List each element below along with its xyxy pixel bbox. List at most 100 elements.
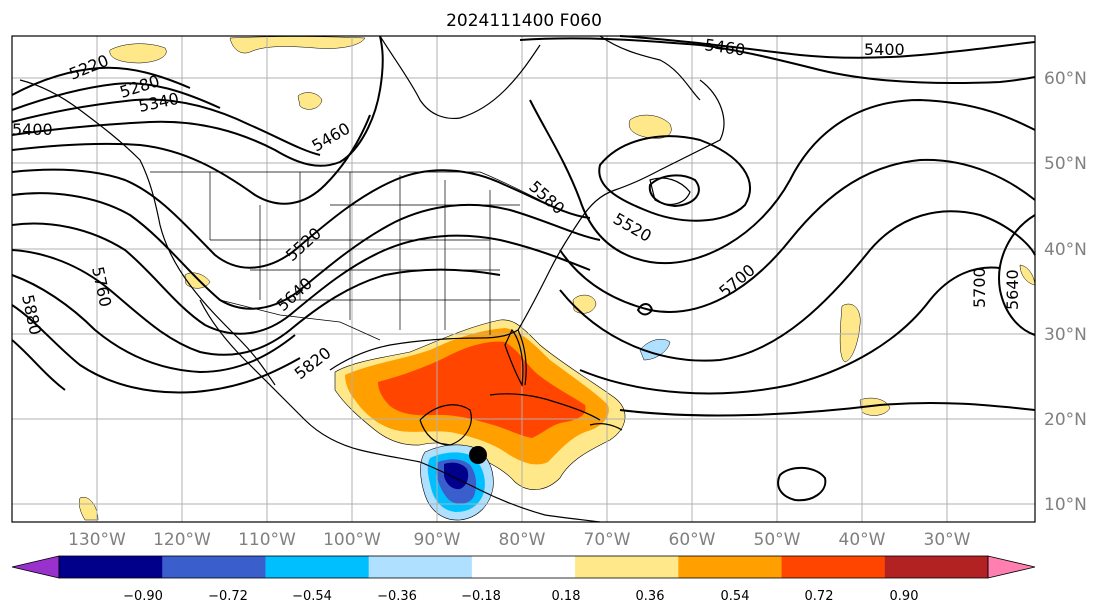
contour-5400-west xyxy=(11,35,384,167)
contour-5700 xyxy=(11,249,501,356)
colorbar-tick: −0.36 xyxy=(377,589,417,604)
colorbar-segment xyxy=(471,556,576,578)
coastline-mexico xyxy=(199,299,421,463)
storm-center-marker xyxy=(469,446,487,464)
contour-5520 xyxy=(11,168,591,269)
colorbar-extend-min xyxy=(11,555,60,579)
contour-5220 xyxy=(11,66,191,96)
contour-5340 xyxy=(11,98,321,156)
state-borders xyxy=(209,172,520,335)
lon-label: 80°W xyxy=(499,530,546,550)
lon-label: 110°W xyxy=(238,530,296,550)
lat-label: 50°N xyxy=(1044,154,1087,174)
border-us-canada xyxy=(150,171,541,201)
contour-small-closed xyxy=(636,303,654,316)
map-panel: 5220 5280 5340 5400 5460 5460 5400 5520 … xyxy=(11,35,1036,523)
border-us-mexico xyxy=(219,299,381,341)
lat-label: 30°N xyxy=(1044,325,1087,345)
lon-label: 70°W xyxy=(584,530,631,550)
longitude-labels: 130°W 120°W 110°W 100°W 90°W 80°W 70°W 6… xyxy=(68,530,971,550)
positive-patch xyxy=(572,294,597,314)
colorbar-segment xyxy=(575,556,679,578)
colorbar-segment xyxy=(59,556,163,578)
colorbar: −0.90 −0.72 −0.54 −0.36 −0.18 0.18 0.36 … xyxy=(11,555,1036,604)
coastline-gulf xyxy=(329,329,527,386)
colorbar-tick: 0.72 xyxy=(805,589,834,604)
colorbar-outline xyxy=(58,555,989,579)
contour-low-inner xyxy=(648,174,700,208)
lon-label: 40°W xyxy=(839,530,886,550)
contour-5280 xyxy=(11,82,221,111)
coastline-yucatan xyxy=(419,404,472,446)
shaded-fields xyxy=(78,36,1036,521)
figure-title: 2024111400 F060 xyxy=(446,11,602,31)
contour-closed-high xyxy=(777,466,827,502)
map-frame xyxy=(11,35,1036,523)
lat-label: 60°N xyxy=(1044,69,1087,89)
latitude-labels: 60°N 50°N 40°N 30°N 20°N 10°N xyxy=(1044,69,1087,515)
coastline-central-america xyxy=(419,461,601,523)
colorbar-tick: −0.18 xyxy=(461,589,501,604)
coastline-greenland xyxy=(599,35,701,101)
contour-label: 5640 xyxy=(1003,269,1022,310)
contour-5580 xyxy=(11,192,601,310)
colorbar-tick: 0.54 xyxy=(721,589,750,604)
lon-label: 130°W xyxy=(68,530,126,550)
lat-label: 20°N xyxy=(1044,410,1087,430)
colorbar-segment xyxy=(781,556,886,578)
colorbar-tick: −0.90 xyxy=(123,589,163,604)
coastlines xyxy=(19,35,725,523)
coastline-north xyxy=(379,35,541,120)
coastline-hispaniola xyxy=(589,423,623,431)
lon-label: 120°W xyxy=(153,530,211,550)
positive-patch xyxy=(297,92,323,110)
coastline-cuba xyxy=(489,393,601,421)
colorbar-segment xyxy=(368,556,473,578)
colorbar-segment xyxy=(884,556,989,578)
colorbar-tick: 0.18 xyxy=(552,589,581,604)
lon-label: 90°W xyxy=(414,530,461,550)
contour-5760-east xyxy=(559,210,1036,362)
contour-5640-east xyxy=(998,214,1036,336)
colorbar-tick: −0.72 xyxy=(208,589,248,604)
contour-label: 5700 xyxy=(970,267,989,308)
positive-patch xyxy=(859,397,891,416)
colorbar-segment xyxy=(678,556,783,578)
lon-label: 100°W xyxy=(323,530,381,550)
contour-5820-east xyxy=(579,266,1001,395)
contour-5580-trough xyxy=(529,98,1036,265)
contour-5460-west xyxy=(11,114,371,205)
contour-5400-east xyxy=(619,35,1036,59)
contour-5640 xyxy=(11,222,591,335)
colorbar-extend-max xyxy=(987,555,1036,579)
colorbar-tick-labels: −0.90 −0.72 −0.54 −0.36 −0.18 0.18 0.36 … xyxy=(123,589,918,604)
height-contours xyxy=(11,35,1036,502)
lat-label: 10°N xyxy=(1044,495,1087,515)
contour-5880-east xyxy=(619,401,1036,417)
colorbar-segments xyxy=(11,555,1036,579)
lon-label: 30°W xyxy=(924,530,971,550)
negative-patch xyxy=(639,339,671,361)
lon-label: 50°W xyxy=(754,530,801,550)
colorbar-segment xyxy=(162,556,266,578)
contour-5820 xyxy=(11,304,301,394)
colorbar-tick: −0.54 xyxy=(292,589,332,604)
positive-anomaly-core xyxy=(378,341,586,438)
contour-5700-east xyxy=(559,158,1036,313)
coastline-florida xyxy=(504,328,524,387)
coastline-na-west xyxy=(19,79,276,386)
colorbar-tick: 0.36 xyxy=(636,589,665,604)
positive-patch xyxy=(839,303,861,363)
contour-5760 xyxy=(11,274,296,374)
negative-anomaly-core xyxy=(444,462,469,490)
colorbar-segment xyxy=(265,556,370,578)
contour-5520-low xyxy=(598,135,751,222)
contour-label: 5400 xyxy=(12,120,53,139)
lon-label: 60°W xyxy=(669,530,716,550)
contour-5460-east xyxy=(519,37,1036,85)
positive-patch xyxy=(109,43,167,64)
colorbar-tick: 0.90 xyxy=(890,589,919,604)
lat-label: 40°N xyxy=(1044,240,1087,260)
